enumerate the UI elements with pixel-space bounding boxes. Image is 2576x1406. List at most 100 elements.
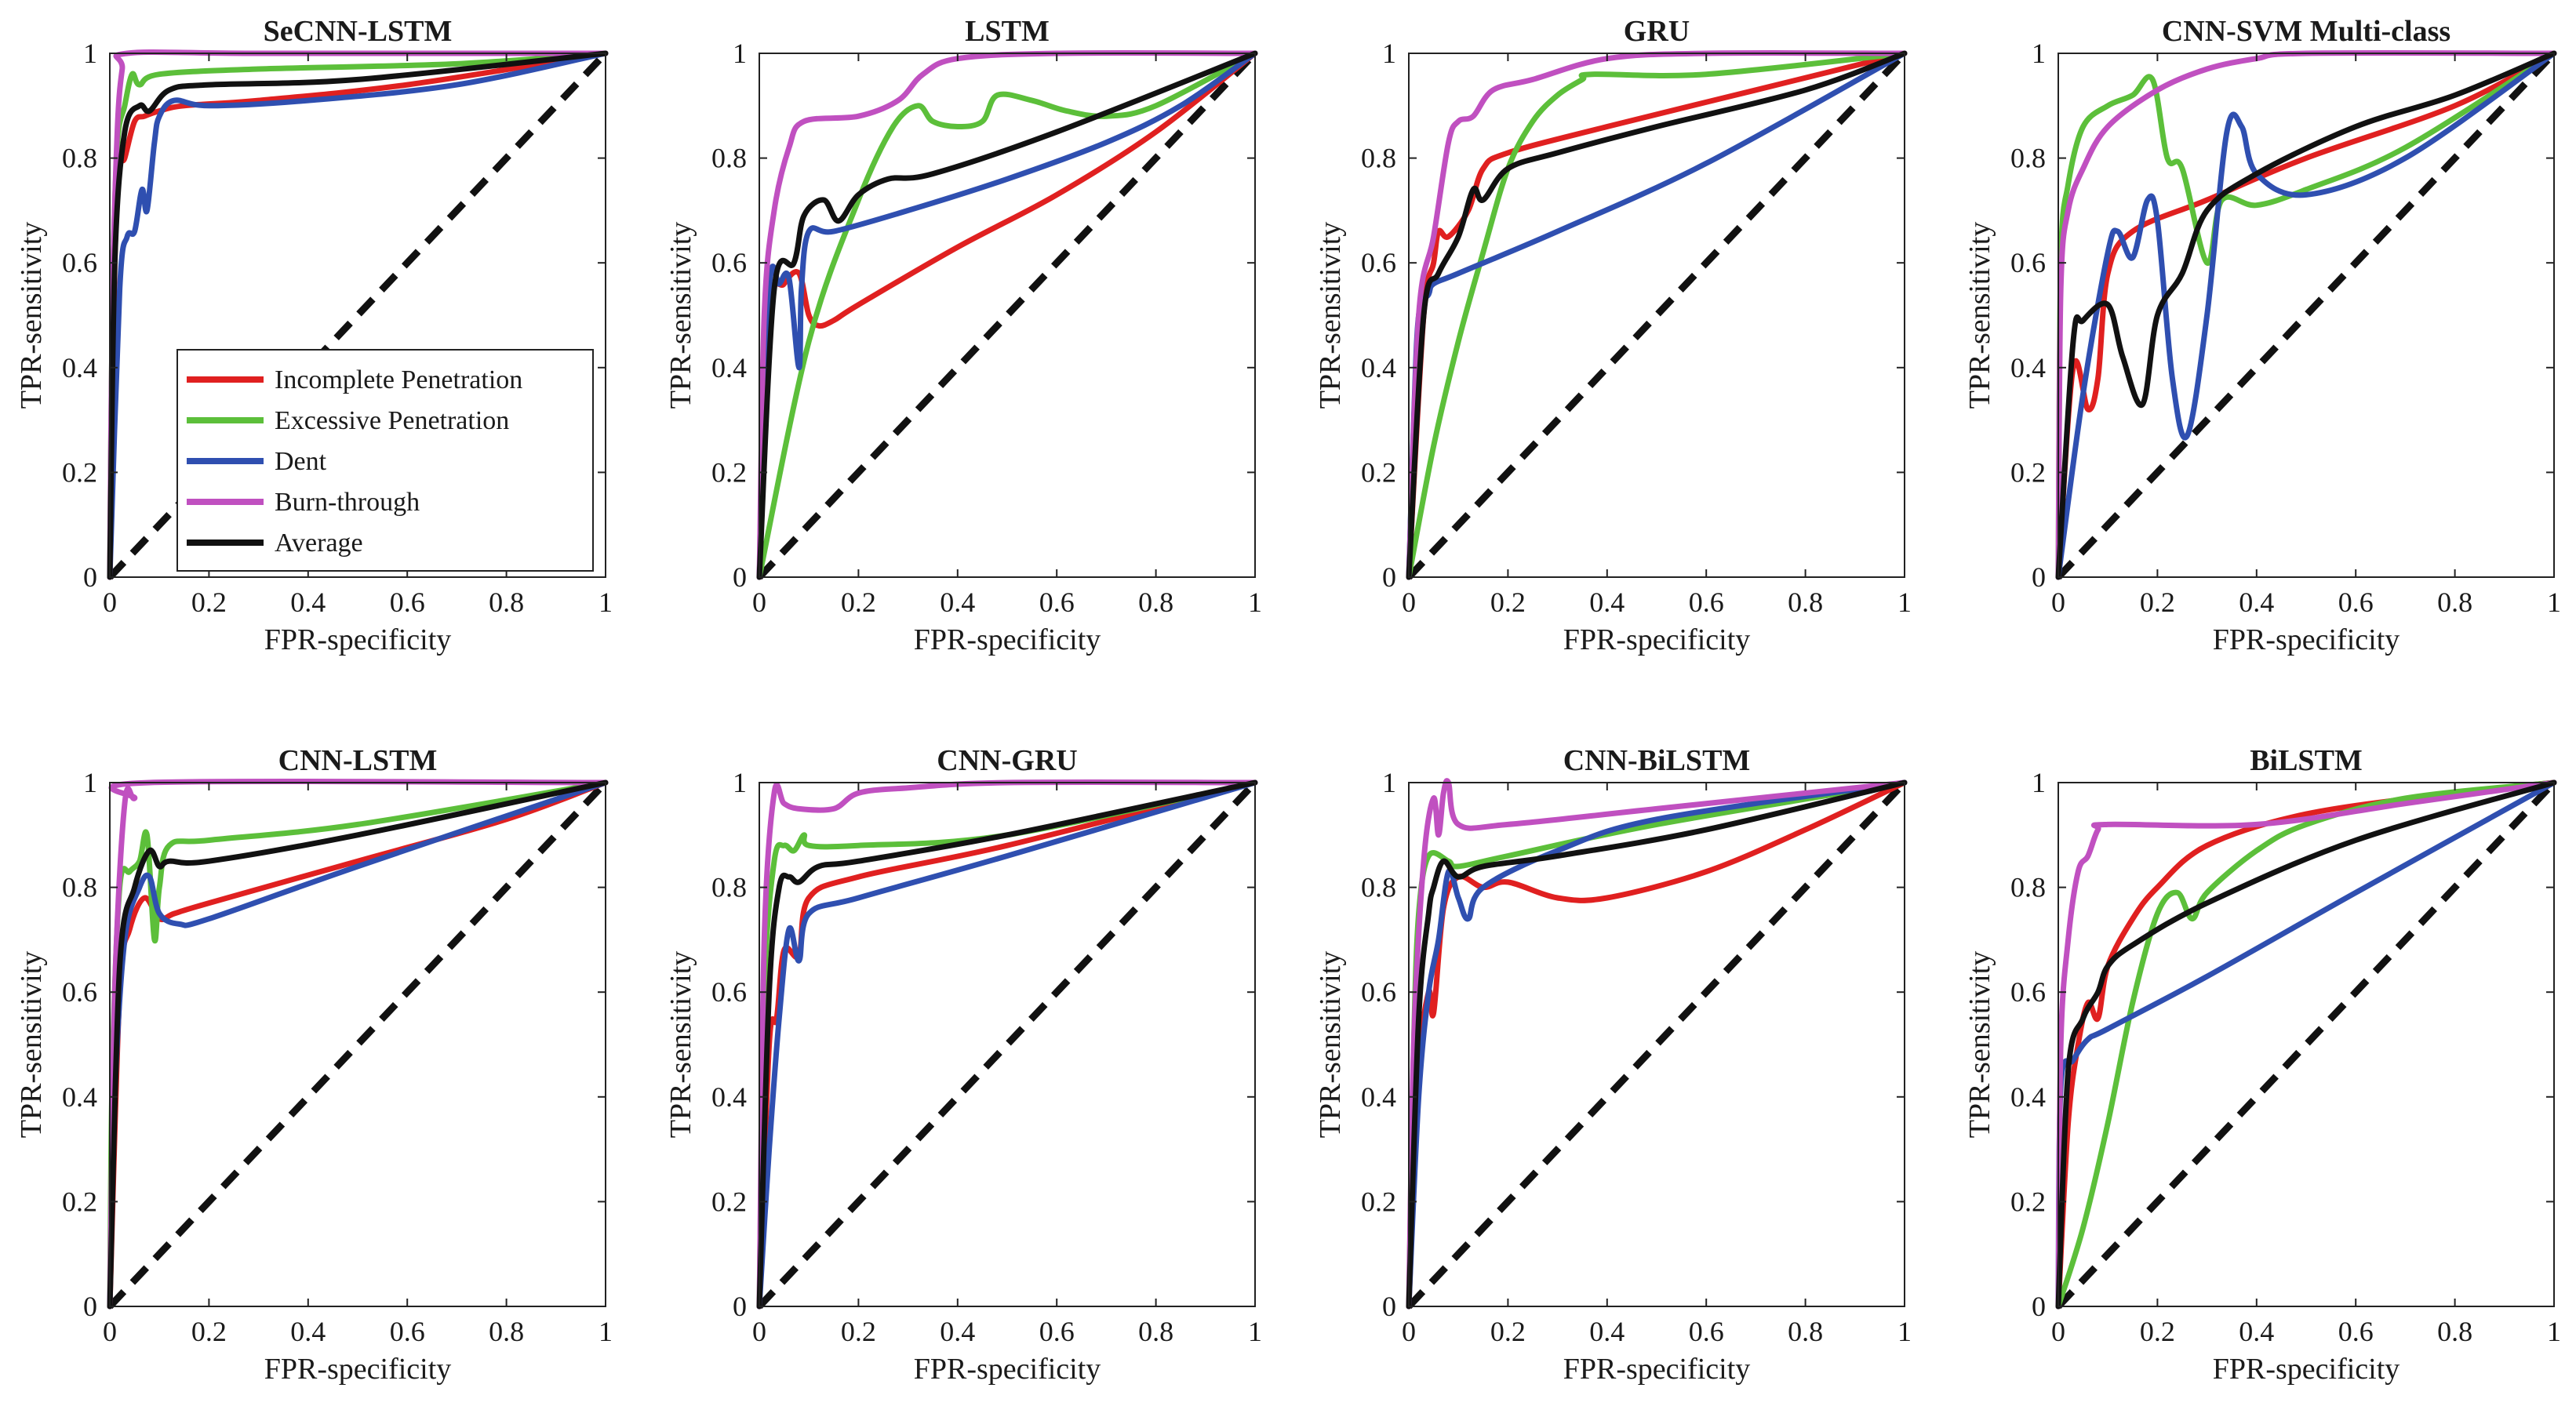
y-tick-label: 1: [733, 38, 747, 69]
y-tick-label: 1: [2032, 767, 2046, 798]
series-line-average: [1406, 50, 1908, 580]
series-line-excessive-penetration: [1406, 50, 1908, 580]
y-tick-label: 0.6: [1361, 247, 1396, 278]
y-tick-label: 0.2: [1361, 456, 1396, 488]
x-tick-label: 1: [599, 587, 613, 618]
x-tick-label: 0.6: [1039, 587, 1075, 618]
legend-label: Burn-through: [275, 488, 420, 517]
series-line-incomplete-penetration: [2055, 50, 2557, 580]
axes-box: [1408, 782, 1905, 1307]
y-tick-label: 0: [733, 561, 747, 593]
y-tick-label: 1: [83, 767, 97, 798]
x-axis-label: FPR-specificity: [1563, 1353, 1751, 1386]
x-tick-label: 0.6: [2338, 1316, 2374, 1347]
y-tick-label: 0.8: [1361, 143, 1396, 174]
chance-diagonal-line: [756, 779, 1258, 1310]
x-tick-label: 0.2: [2140, 1316, 2175, 1347]
panel-cnn-gru: 0 0.2 0.4 0.6 0.8 1 0 0.2 0.4 0.6 0.8 1 CNN-GRU FPR-s…: [664, 744, 1262, 1386]
x-tick-label: 0.8: [1788, 1316, 1823, 1347]
x-tick-label: 0.8: [2437, 1316, 2472, 1347]
x-tick-label: 0.6: [1039, 1316, 1075, 1347]
y-axis-label: TPR-sensitivity: [1963, 222, 1996, 409]
y-tick-label: 0.6: [711, 976, 747, 1008]
y-tick-label: 0.8: [62, 872, 97, 903]
legend-label: Incomplete Penetration: [275, 365, 522, 394]
x-axis-label: FPR-specificity: [264, 1353, 452, 1386]
x-axis-label: FPR-specificity: [1563, 623, 1751, 656]
y-axis-label: TPR-sensitivity: [1963, 951, 1996, 1139]
chance-diagonal-line: [1406, 779, 1908, 1310]
y-tick-label: 0.8: [2010, 872, 2046, 903]
axes-box: [759, 782, 1256, 1307]
axes-box: [2058, 53, 2555, 578]
panel-title: GRU: [1624, 15, 1690, 48]
y-tick-label: 0.2: [1361, 1186, 1396, 1217]
x-tick-label: 0.8: [1138, 1316, 1173, 1347]
series-line-average: [756, 50, 1258, 580]
y-tick-label: 0: [2032, 561, 2046, 593]
x-tick-label: 0.2: [2140, 587, 2175, 618]
panel-cnn-lstm: 0 0.2 0.4 0.6 0.8 1 0 0.2 0.4 0.6 0.8 1 CNN-LSTM FPR-…: [15, 744, 613, 1386]
series-line-average: [2055, 50, 2557, 580]
x-tick-label: 1: [2547, 587, 2561, 618]
x-tick-label: 0.4: [2239, 587, 2274, 618]
x-tick-label: 0: [103, 1316, 117, 1347]
panel-bilstm: 0 0.2 0.4 0.6 0.8 1 0 0.2 0.4 0.6 0.8 1 BiLSTM FPR-sp…: [1963, 744, 2561, 1386]
panel-title: CNN-LSTM: [278, 744, 438, 777]
legend-label: Excessive Penetration: [275, 406, 509, 435]
y-tick-label: 1: [83, 38, 97, 69]
chance-diagonal-line: [756, 50, 1258, 580]
chance-diagonal-line: [107, 50, 609, 580]
panel-cnn-svm-multi-class: 0 0.2 0.4 0.6 0.8 1 0 0.2 0.4 0.6 0.8 1 CNN-SVM Mult…: [1963, 15, 2561, 656]
panel-lstm: 0 0.2 0.4 0.6 0.8 1 0 0.2 0.4 0.6 0.8 1 LSTM FPR-spec…: [664, 15, 1262, 656]
x-tick-label: 0: [103, 587, 117, 618]
series-line-dent: [756, 779, 1258, 1310]
axes-box: [1408, 53, 1905, 578]
y-tick-label: 1: [733, 767, 747, 798]
y-tick-label: 0.8: [62, 143, 97, 174]
x-tick-label: 0.2: [191, 587, 227, 618]
x-tick-label: 0.6: [1689, 1316, 1724, 1347]
y-tick-label: 1: [2032, 38, 2046, 69]
y-tick-label: 0.6: [62, 976, 97, 1008]
legend-label: Dent: [275, 447, 327, 476]
y-tick-label: 0.2: [711, 456, 747, 488]
x-tick-label: 0: [752, 1316, 766, 1347]
x-tick-label: 0.6: [390, 1316, 425, 1347]
panel-gru: 0 0.2 0.4 0.6 0.8 1 0 0.2 0.4 0.6 0.8 1 GRU FPR-speci…: [1314, 15, 1912, 656]
x-tick-label: 0.6: [2338, 587, 2374, 618]
x-tick-label: 1: [2547, 1316, 2561, 1347]
y-tick-label: 0: [1382, 1291, 1396, 1322]
axes-box: [109, 782, 606, 1307]
x-tick-label: 0.6: [390, 587, 425, 618]
y-axis-label: TPR-sensitivity: [664, 222, 697, 409]
x-tick-label: 0.2: [841, 1316, 876, 1347]
y-tick-label: 0.8: [2010, 143, 2046, 174]
y-tick-label: 0.8: [1361, 872, 1396, 903]
axes-box: [2058, 782, 2555, 1307]
y-tick-label: 0.4: [62, 1081, 97, 1113]
panel-title: BiLSTM: [2250, 744, 2363, 777]
x-tick-label: 0.6: [1689, 587, 1724, 618]
x-tick-label: 0.2: [191, 1316, 227, 1347]
y-tick-label: 0.2: [62, 456, 97, 488]
x-tick-label: 0.2: [1490, 587, 1526, 618]
panel-title: CNN-GRU: [937, 744, 1077, 777]
panel-secnn-lstm: 0 0.2 0.4 0.6 0.8 1 0 0.2 0.4 0.6 0.8 1 SeCNN-LSTM FP…: [15, 15, 613, 656]
series-line-dent: [756, 50, 1258, 580]
x-tick-label: 0.4: [290, 587, 326, 618]
x-tick-label: 0: [1402, 587, 1416, 618]
x-tick-label: 0: [1402, 1316, 1416, 1347]
y-tick-label: 0.4: [1361, 1081, 1396, 1113]
y-tick-label: 1: [1382, 767, 1396, 798]
series-line-burn-through: [1406, 778, 1908, 1310]
y-tick-label: 0.6: [2010, 976, 2046, 1008]
axes-box: [759, 53, 1256, 578]
y-tick-label: 0.6: [711, 247, 747, 278]
panel-title: LSTM: [965, 15, 1050, 48]
legend: Incomplete Penetration Excessive Penetrat…: [176, 349, 594, 572]
x-tick-label: 0.4: [1589, 1316, 1625, 1347]
y-tick-label: 0.6: [2010, 247, 2046, 278]
y-tick-label: 0.4: [2010, 352, 2046, 383]
